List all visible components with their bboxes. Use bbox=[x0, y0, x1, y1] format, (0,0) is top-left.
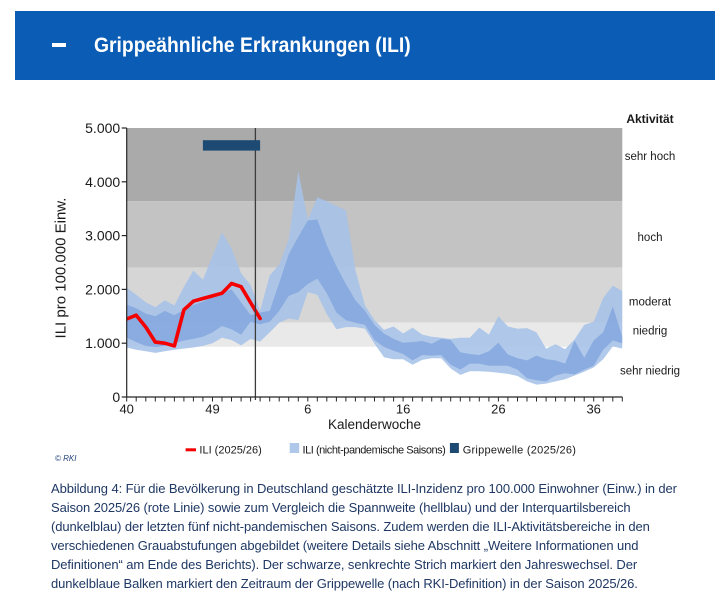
svg-text:40: 40 bbox=[119, 402, 133, 417]
svg-text:niedrig: niedrig bbox=[633, 326, 668, 338]
svg-text:1.000: 1.000 bbox=[85, 335, 120, 351]
svg-text:ILI (nicht-pandemische Saisons: ILI (nicht-pandemische Saisons) bbox=[303, 445, 446, 457]
svg-text:6: 6 bbox=[304, 402, 311, 417]
svg-text:4.000: 4.000 bbox=[85, 174, 120, 190]
svg-text:© RKI: © RKI bbox=[55, 454, 77, 463]
svg-text:ILI (2025/26): ILI (2025/26) bbox=[199, 445, 261, 457]
svg-text:3.000: 3.000 bbox=[85, 228, 120, 244]
svg-text:moderat: moderat bbox=[629, 297, 672, 309]
svg-text:sehr niedrig: sehr niedrig bbox=[620, 366, 680, 378]
svg-text:49: 49 bbox=[205, 402, 219, 417]
svg-text:36: 36 bbox=[586, 402, 600, 417]
svg-text:5.000: 5.000 bbox=[85, 120, 120, 136]
svg-text:Grippewelle (2025/26): Grippewelle (2025/26) bbox=[463, 445, 576, 457]
svg-text:2.000: 2.000 bbox=[85, 281, 120, 297]
svg-text:16: 16 bbox=[396, 402, 410, 417]
svg-text:0: 0 bbox=[112, 389, 120, 405]
svg-text:hoch: hoch bbox=[638, 232, 663, 244]
svg-text:Aktivität: Aktivität bbox=[626, 112, 673, 126]
svg-text:ILI pro 100.000 Einw.: ILI pro 100.000 Einw. bbox=[53, 198, 70, 339]
svg-text:sehr hoch: sehr hoch bbox=[625, 151, 676, 163]
svg-text:Kalenderwoche: Kalenderwoche bbox=[328, 417, 421, 432]
svg-text:26: 26 bbox=[491, 402, 505, 417]
